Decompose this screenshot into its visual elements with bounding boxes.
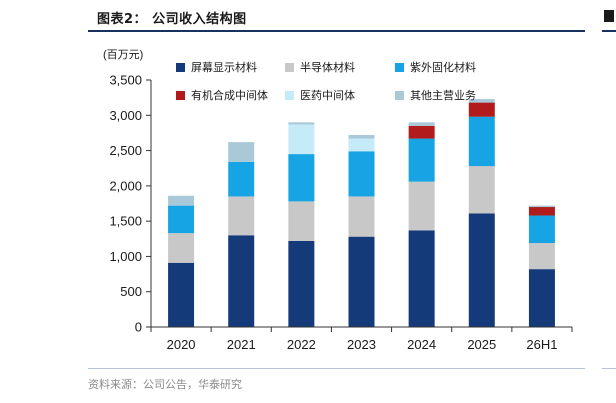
legend-item: 有机合成中间体 [176, 87, 268, 103]
legend-swatch [395, 62, 404, 72]
source-note: 资料来源：公司公告，华泰研究 [88, 378, 242, 391]
bar-segment [408, 181, 435, 231]
bar-segment [348, 196, 375, 237]
legend-item: 其他主营业务 [395, 87, 476, 103]
bar-segment [408, 230, 435, 327]
legend-swatch [176, 90, 185, 100]
bar-segment [528, 215, 555, 244]
bar-segment [348, 236, 375, 327]
bar-segment [168, 195, 195, 206]
x-tick-label: 2020 [167, 337, 196, 352]
bar-segment [348, 135, 375, 139]
y-tick-label: 500 [120, 284, 142, 299]
legend-label: 其他主营业务 [410, 89, 476, 102]
legend-label: 有机合成中间体 [191, 89, 268, 102]
bar-segment [528, 269, 555, 327]
bar-segment [288, 201, 315, 241]
y-unit-label: (百万元) [103, 49, 143, 61]
y-tick-label: 3,000 [109, 108, 142, 123]
bar-segment [168, 262, 195, 327]
bar-segment [288, 154, 315, 202]
legend-swatch [285, 62, 294, 72]
legend-label: 医药中间体 [300, 89, 355, 102]
y-tick-label: 2,000 [109, 178, 142, 193]
y-tick-label: 2,500 [109, 143, 142, 158]
bar-segment [348, 151, 375, 197]
bar-segment [528, 243, 555, 270]
legend-item: 屏幕显示材料 [176, 59, 257, 75]
bar-segment [528, 207, 555, 216]
bar-segment [468, 166, 495, 214]
legend-swatch [176, 62, 185, 72]
legend-label: 紫外固化材料 [410, 61, 476, 74]
legend-item: 紫外固化材料 [395, 59, 476, 75]
x-tick-label: 2025 [467, 337, 496, 352]
legend-label: 屏幕显示材料 [191, 61, 257, 74]
legend-swatch [285, 90, 294, 100]
adjacent-footer-divider [602, 368, 616, 369]
figure-title: 图表2： 公司收入结构图 [97, 12, 247, 27]
y-tick-label: 3,500 [109, 73, 142, 88]
adjacent-figure-edge [604, 8, 616, 22]
bar-segment [468, 102, 495, 117]
y-axis: 0 500 1,000 1,500 2,000 2,500 3,000 3,500 [109, 73, 152, 335]
bar-segment [228, 142, 255, 162]
bar-segment [288, 124, 315, 155]
x-tick-label: 2024 [407, 337, 436, 352]
x-tick-label: 2023 [347, 337, 376, 352]
adjacent-divider [602, 30, 616, 32]
bar-segment [228, 196, 255, 236]
bar-segment [528, 205, 555, 208]
bar-segment [228, 235, 255, 327]
bar-segment [468, 213, 495, 327]
bar-segment [168, 233, 195, 263]
bar-segment [408, 122, 435, 126]
legend-label: 半导体材料 [300, 61, 355, 74]
bar-segment [168, 205, 195, 234]
y-tick-label: 0 [135, 320, 142, 335]
bar-segment [288, 122, 315, 125]
x-tick-label: 2021 [227, 337, 256, 352]
bar-segment [288, 240, 315, 327]
footer-divider [88, 368, 585, 369]
x-tick-label: 26H1 [526, 337, 557, 352]
bar-segment [468, 99, 495, 103]
bar-segment [228, 161, 255, 197]
bar-segment [408, 138, 435, 182]
x-axis: 2020 2021 2022 2023 2024 2025 26H1 [150, 326, 573, 352]
y-tick-label: 1,500 [109, 214, 142, 229]
legend-item: 半导体材料 [285, 59, 355, 75]
legend-swatch [395, 90, 404, 100]
bar-segment [348, 138, 375, 152]
title-divider [88, 30, 585, 32]
bar-segment [468, 116, 495, 167]
y-tick-label: 1,000 [109, 249, 142, 264]
bars [168, 99, 555, 327]
x-tick-label: 2022 [287, 337, 316, 352]
bar-segment [408, 125, 435, 139]
legend-item: 医药中间体 [285, 87, 355, 103]
